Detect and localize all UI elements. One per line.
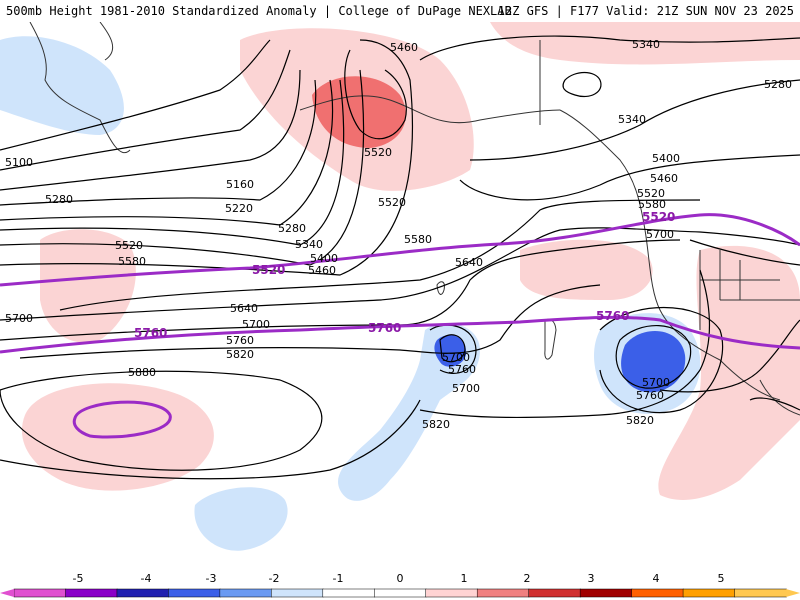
contour-label: 5820 (626, 414, 654, 427)
anomaly-map: 5460 5340 5280 5520 5340 5100 5160 5280 … (0, 22, 800, 551)
contour-label: 5220 (225, 202, 253, 215)
colorbar-segment (168, 588, 221, 598)
contour-5760-label: 5760 (368, 321, 401, 335)
colorbar-ticks: -5 -4 -3 -2 -1 0 1 2 3 4 5 (0, 572, 800, 586)
contour-label: 5280 (278, 222, 306, 235)
colorbar-right-arrow (786, 589, 800, 597)
colorbar-tick-label: -2 (268, 572, 280, 585)
contour-label: 5820 (226, 348, 254, 361)
contour-label: 5340 (295, 238, 323, 251)
colorbar-tick-label: -3 (205, 572, 217, 585)
contour-label: 5640 (455, 256, 483, 269)
contour-label: 5340 (632, 38, 660, 51)
contour-label: 5340 (618, 113, 646, 126)
colorbar-tick-label: -4 (140, 572, 152, 585)
contour-5520 (0, 213, 800, 287)
contour-label: 5700 (646, 228, 674, 241)
positive-anomaly-region (520, 239, 653, 300)
contour-label: 5460 (650, 172, 678, 185)
run-info: 12Z GFS | F177 Valid: 21Z SUN NOV 23 202… (497, 4, 794, 18)
contour-label: 5520 (637, 187, 665, 200)
contour-label: 5760 (636, 389, 664, 402)
contour-label: 5400 (652, 152, 680, 165)
contour-label: 5400 (310, 252, 338, 265)
colorbar-tick-label: -1 (332, 572, 344, 585)
colorbar-segment (476, 588, 530, 598)
anomaly-shading (0, 22, 800, 551)
contour-5880 (72, 400, 172, 439)
negative-anomaly-core (621, 331, 686, 393)
colorbar: -5 -4 -3 -2 -1 0 1 2 3 4 5 (0, 572, 800, 600)
contour-label: 5700 (452, 382, 480, 395)
map-title: 500mb Height 1981-2010 Standardized Anom… (6, 4, 512, 18)
colorbar-strip (0, 588, 800, 598)
contour-labels: 5460 5340 5280 5520 5340 5100 5160 5280 … (5, 38, 792, 431)
contour-5760 (0, 315, 800, 354)
height-contours (0, 35, 800, 480)
colorbar-segment (116, 588, 170, 598)
contour-label: 5580 (118, 255, 146, 268)
contour-label: 5580 (638, 198, 666, 211)
header: 500mb Height 1981-2010 Standardized Anom… (0, 0, 800, 22)
colorbar-segment (219, 588, 273, 598)
highlight-contours (0, 213, 800, 439)
negative-anomaly-region (338, 322, 480, 501)
colorbar-segment (579, 588, 633, 598)
colorbar-segment (425, 588, 478, 598)
highlight-contour-labels: 5520 5520 5760 5760 5760 (134, 210, 675, 340)
contour-label: 5520 (364, 146, 392, 159)
colorbar-tick-label: 0 (396, 572, 404, 585)
colorbar-segment (271, 588, 324, 598)
colorbar-segment (13, 588, 67, 598)
contour-label: 5700 (5, 312, 33, 325)
contour-5760-label: 5760 (134, 326, 167, 340)
colorbar-segment (528, 588, 581, 598)
colorbar-tick-label: 5 (717, 572, 725, 585)
colorbar-tick-label: 1 (460, 572, 468, 585)
contour-5760-label: 5760 (596, 309, 629, 323)
contour-label: 5640 (230, 302, 258, 315)
colorbar-segment (374, 588, 427, 598)
contour-label: 5160 (226, 178, 254, 191)
colorbar-segment (322, 588, 376, 598)
negative-anomaly-region (194, 487, 288, 551)
contour-label: 5520 (378, 196, 406, 209)
colorbar-segment (734, 588, 787, 598)
contour-label: 5760 (448, 363, 476, 376)
colorbar-segment (631, 588, 684, 598)
colorbar-segment (682, 588, 736, 598)
negative-anomaly-region (0, 36, 124, 135)
contour-label: 5100 (5, 156, 33, 169)
contour-label: 5760 (226, 334, 254, 347)
contour-label: 5580 (404, 233, 432, 246)
colorbar-tick-label: 4 (652, 572, 660, 585)
colorbar-tick-label: -5 (72, 572, 84, 585)
contour-5520-label: 5520 (642, 210, 675, 224)
contour-label: 5280 (764, 78, 792, 91)
colorbar-segment (65, 588, 118, 598)
positive-anomaly-core (312, 76, 406, 148)
contour-label: 5700 (642, 376, 670, 389)
positive-anomaly-region (40, 229, 136, 343)
contour-5520-label: 5520 (252, 263, 285, 277)
contour-label: 5700 (442, 351, 470, 364)
colorbar-tick-label: 2 (523, 572, 531, 585)
contour-label: 5460 (308, 264, 336, 277)
contour-label: 5700 (242, 318, 270, 331)
contour-label: 5460 (390, 41, 418, 54)
coastlines (29, 22, 800, 416)
contour-label: 5880 (128, 366, 156, 379)
colorbar-left-arrow (0, 589, 14, 597)
contour-label: 5820 (422, 418, 450, 431)
positive-anomaly-region (490, 22, 800, 65)
contour-label: 5280 (45, 193, 73, 206)
contour-label: 5520 (115, 239, 143, 252)
colorbar-tick-label: 3 (587, 572, 595, 585)
positive-anomaly-region (658, 245, 800, 500)
